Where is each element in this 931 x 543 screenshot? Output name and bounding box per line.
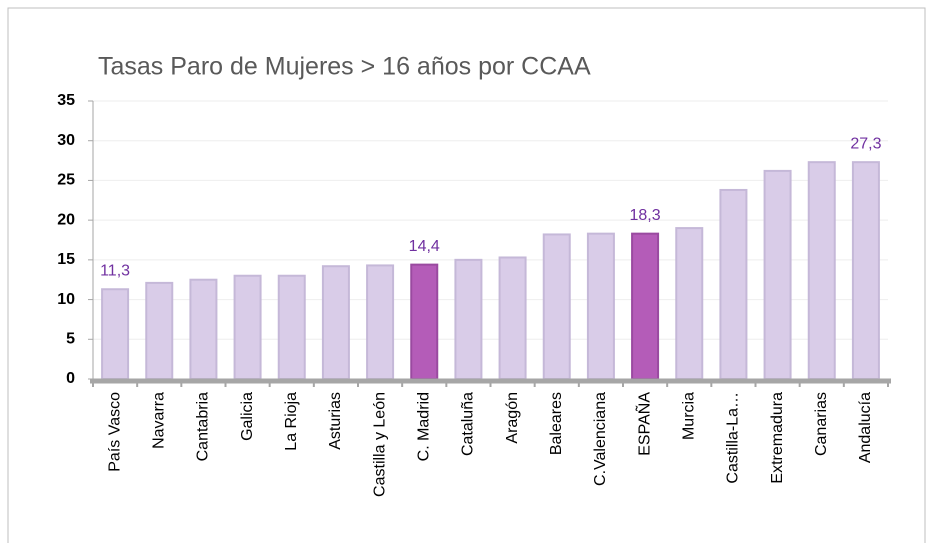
- bar: [189, 278, 218, 381]
- bar: [542, 233, 571, 380]
- bar: [498, 256, 527, 380]
- x-tick-label: C. Madrid: [415, 392, 432, 461]
- x-tick-label: País Vasco: [106, 392, 123, 472]
- bar: [277, 274, 306, 380]
- bar: [410, 263, 439, 381]
- y-tick-label: 35: [57, 92, 75, 109]
- x-tick-label: Cantabria: [195, 392, 212, 461]
- bar: [233, 274, 262, 380]
- x-tick-label: Navarra: [150, 392, 167, 449]
- bar: [454, 258, 483, 381]
- value-label: 18,3: [630, 207, 661, 224]
- bar: [631, 232, 660, 380]
- bar: [586, 232, 615, 380]
- value-label: 27,3: [850, 135, 881, 152]
- x-tick-label: Andalucía: [857, 392, 874, 463]
- y-tick-label: 15: [57, 251, 75, 268]
- x-tick-label: Baleares: [548, 392, 565, 455]
- title-box: [88, 44, 735, 88]
- bar: [851, 161, 880, 380]
- y-tick-label: 5: [66, 331, 75, 348]
- x-tick-label: Cataluña: [460, 392, 477, 456]
- y-tick-label: 0: [66, 370, 75, 387]
- x-tick-label: Aragón: [504, 392, 521, 444]
- x-tick-label: Asturias: [327, 392, 344, 450]
- bar: [145, 281, 174, 380]
- x-tick-label: Castilla y León: [371, 392, 388, 497]
- bar: [101, 288, 130, 381]
- x-tick-label: Galicia: [239, 392, 256, 441]
- bar: [719, 188, 748, 380]
- bar: [366, 264, 395, 380]
- x-tick-label: Castilla-La…: [725, 392, 742, 484]
- bar: [675, 227, 704, 380]
- value-label: 11,3: [100, 262, 130, 279]
- y-tick-label: 20: [57, 211, 75, 228]
- bar: [321, 265, 350, 380]
- x-tick-label: La Rioja: [283, 392, 300, 451]
- chart-title: Tasas Paro de Mujeres > 16 años por CCAA: [98, 53, 591, 81]
- x-tick-label: Extremadura: [769, 392, 786, 484]
- y-tick-label: 10: [57, 291, 75, 308]
- x-tick-label: C.Valenciana: [592, 392, 609, 486]
- x-tick-label: Murcia: [680, 392, 697, 440]
- bar: [763, 169, 792, 380]
- y-tick-label: 30: [57, 132, 75, 149]
- bar: [807, 161, 836, 380]
- y-tick-label: 25: [57, 172, 75, 189]
- value-label: 14,4: [409, 238, 440, 255]
- x-tick-label: Canarias: [813, 392, 830, 456]
- x-tick-label: ESPAÑA: [633, 392, 653, 456]
